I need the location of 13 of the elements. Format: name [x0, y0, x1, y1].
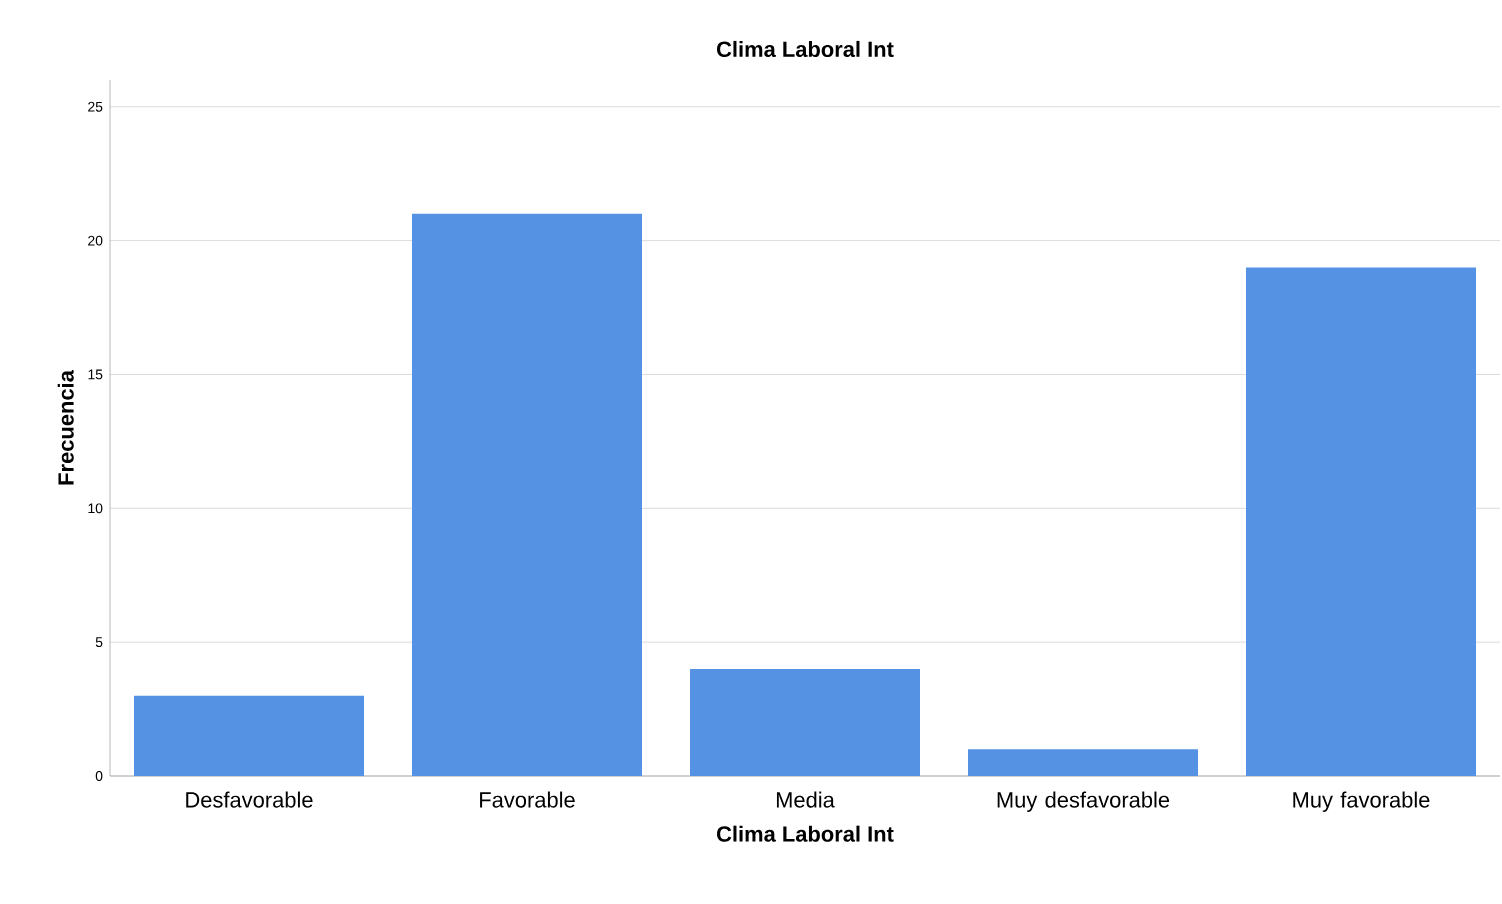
x-tick-label: Muy desfavorable: [997, 791, 1170, 812]
x-tick-label: Muy favorable: [1293, 791, 1430, 812]
bar: [1246, 267, 1477, 776]
bar: [412, 213, 643, 776]
x-axis-title: Clima Laboral Int: [717, 825, 894, 842]
x-tick-label: Media: [776, 791, 835, 808]
bar: [968, 749, 1199, 776]
y-axis-title: Frecuencia: [57, 370, 74, 485]
chart-title: Clima Laboral Int: [717, 40, 894, 57]
x-tick-label: Desfavorable: [186, 791, 313, 808]
x-tick-label: Favorable: [480, 791, 575, 808]
bar: [134, 695, 365, 776]
bar: [690, 668, 921, 776]
